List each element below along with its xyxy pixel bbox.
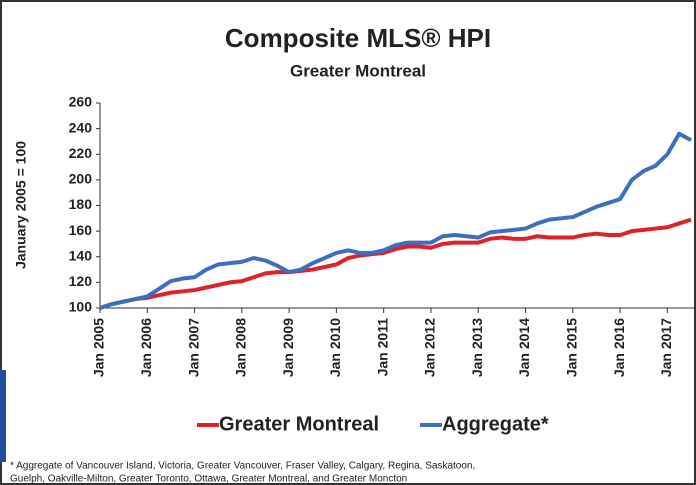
x-tick-label: Jan 2014	[516, 318, 532, 377]
x-tick-label: Jan 2006	[138, 318, 154, 377]
footnote: Guelph, Oakville-Milton, Greater Toronto…	[10, 474, 407, 485]
series-line	[99, 217, 692, 310]
y-tick-label: 260	[69, 94, 93, 110]
x-tick-label: Jan 2008	[233, 318, 249, 377]
y-tick-label: 100	[69, 299, 93, 315]
y-tick-label: 140	[69, 247, 93, 263]
x-tick-label: Jan 2010	[327, 318, 343, 377]
x-tick-label: Jan 2007	[185, 318, 201, 377]
x-tick-label: Jan 2013	[469, 318, 485, 377]
y-tick-label: 220	[69, 145, 93, 161]
footnote: * Aggregate of Vancouver Island, Victori…	[10, 461, 475, 472]
chart-title: Composite MLS® HPI	[225, 23, 491, 53]
x-tick-label: Jan 2015	[564, 318, 580, 377]
x-tick-label: Jan 2011	[374, 318, 390, 377]
x-tick-label: Jan 2012	[422, 318, 438, 377]
chart-subtitle: Greater Montreal	[290, 61, 426, 80]
x-tick-label: Jan 2016	[611, 318, 627, 377]
legend-label: Aggregate*	[442, 413, 549, 435]
x-tick-label: Jan 2017	[658, 318, 674, 377]
y-axis-label: January 2005 = 100	[13, 141, 29, 269]
x-tick-label: Jan 2005	[91, 318, 107, 377]
y-tick-label: 200	[69, 171, 93, 187]
side-strip	[0, 370, 6, 462]
y-tick-label: 180	[69, 196, 93, 212]
series-line	[99, 131, 692, 310]
y-tick-label: 240	[69, 119, 93, 135]
y-tick-label: 160	[69, 222, 93, 238]
x-tick-label: Jan 2009	[280, 318, 296, 377]
legend-label: Greater Montreal	[219, 413, 379, 435]
y-tick-label: 120	[69, 273, 93, 289]
